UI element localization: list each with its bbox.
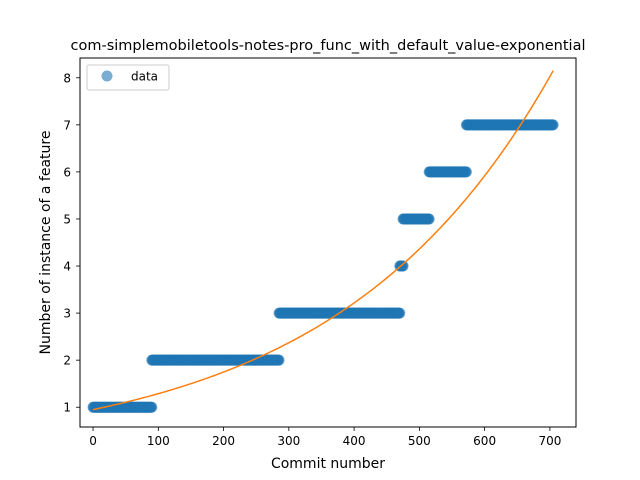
fit-line bbox=[92, 70, 554, 411]
x-axis: 0 100 200 300 400 500 600 700 bbox=[89, 427, 561, 448]
y-axis-label: Number of instance of a feature bbox=[38, 131, 54, 355]
y-tick-label: 3 bbox=[63, 307, 71, 321]
scatter-series bbox=[87, 119, 559, 413]
data-point bbox=[397, 260, 409, 272]
x-tick-label: 500 bbox=[408, 434, 431, 448]
x-tick-label: 700 bbox=[538, 434, 561, 448]
axes-frame bbox=[79, 57, 577, 428]
x-axis-label: Commit number bbox=[271, 456, 385, 472]
legend-label-data: data bbox=[131, 70, 158, 84]
plot-area bbox=[87, 70, 559, 413]
x-tick-label: 300 bbox=[277, 434, 300, 448]
y-tick-label: 5 bbox=[63, 212, 71, 226]
x-tick-label: 200 bbox=[212, 434, 235, 448]
legend-marker-data bbox=[101, 70, 113, 82]
y-axis: 1 2 3 4 5 6 7 8 bbox=[63, 71, 80, 415]
chart-title: com-simplemobiletools-notes-pro_func_wit… bbox=[71, 38, 586, 54]
data-point bbox=[423, 213, 435, 225]
x-tick-label: 100 bbox=[147, 434, 170, 448]
fit-series bbox=[92, 70, 554, 411]
data-point bbox=[394, 307, 406, 319]
data-point bbox=[273, 354, 285, 366]
y-tick-label: 6 bbox=[63, 165, 71, 179]
data-point bbox=[460, 166, 472, 178]
x-tick-label: 600 bbox=[473, 434, 496, 448]
legend: data bbox=[86, 64, 170, 91]
y-tick-label: 1 bbox=[63, 401, 71, 415]
x-tick-label: 0 bbox=[89, 434, 97, 448]
x-tick-label: 400 bbox=[343, 434, 366, 448]
y-tick-label: 2 bbox=[63, 354, 71, 368]
data-point bbox=[146, 401, 158, 413]
y-tick-label: 4 bbox=[63, 260, 71, 274]
data-point bbox=[547, 119, 559, 131]
y-tick-label: 7 bbox=[63, 118, 71, 132]
y-tick-label: 8 bbox=[63, 71, 71, 85]
